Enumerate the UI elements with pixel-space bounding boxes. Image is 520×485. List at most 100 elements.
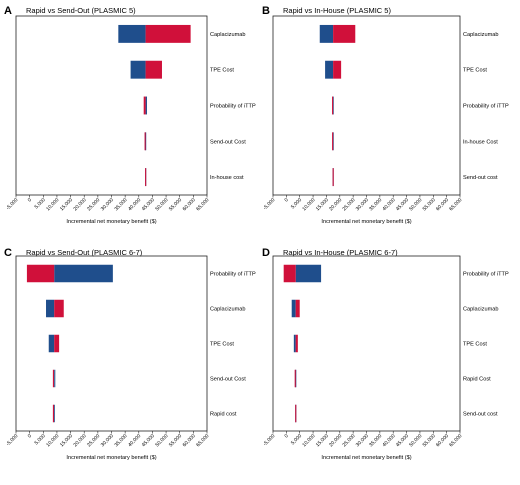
category-label: Send-out Cost xyxy=(210,377,246,383)
panel-d: D Rapid vs In-House (PLASMIC 6-7) -5,000 0 5… xyxy=(262,247,509,461)
x-tick-label: 30,000 xyxy=(355,197,370,212)
x-tick-label: 20,000 xyxy=(328,197,343,212)
bar-low-value xyxy=(54,369,56,388)
bar-high-value xyxy=(54,334,60,353)
x-tick-label: 40,000 xyxy=(382,197,397,212)
bar-low-value xyxy=(293,334,296,353)
bar-low-value xyxy=(53,404,55,423)
category-label: TPE Cost xyxy=(463,342,487,348)
x-tick-label: 0 xyxy=(27,197,33,203)
x-tick-label: 0 xyxy=(284,433,290,439)
x-tick-label: 20,000 xyxy=(328,433,343,448)
panel-title: Rapid vs In-House (PLASMIC 6-7) xyxy=(283,248,398,257)
x-tick-label: 50,000 xyxy=(154,197,169,212)
category-label: Send-out cost xyxy=(463,412,498,418)
x-tick-label: 45,000 xyxy=(141,433,156,448)
x-tick-label: -5,000 xyxy=(5,197,19,211)
x-tick-label: 55,000 xyxy=(168,433,183,448)
x-tick-label: 45,000 xyxy=(141,197,156,212)
x-tick-label: 45,000 xyxy=(395,197,410,212)
x-tick-label: 10,000 xyxy=(301,197,316,212)
x-tick-label: 45,000 xyxy=(395,433,410,448)
x-tick-label: 60,000 xyxy=(435,433,450,448)
category-label: Caplacizumab xyxy=(463,32,498,38)
bar-high-value xyxy=(52,369,54,388)
x-axis-label: Incremental net monetary benefit ($) xyxy=(66,455,156,461)
x-tick-label: 30,000 xyxy=(100,197,115,212)
x-tick-label: 60,000 xyxy=(435,197,450,212)
x-tick-label: 35,000 xyxy=(368,433,383,448)
panel-letter: A xyxy=(4,5,12,17)
x-axis-label: Incremental net monetary benefit ($) xyxy=(66,219,156,225)
x-tick-label: 35,000 xyxy=(113,197,128,212)
category-label: Caplacizumab xyxy=(210,307,245,313)
category-label: Rapid cost xyxy=(210,412,237,418)
bar-high-value xyxy=(295,334,298,353)
x-tick-label: 30,000 xyxy=(100,433,115,448)
x-tick-label: 15,000 xyxy=(59,197,74,212)
x-tick-label: 25,000 xyxy=(341,433,356,448)
bar-low-value xyxy=(46,299,55,318)
x-tick-label: 55,000 xyxy=(168,197,183,212)
category-label: TPE Cost xyxy=(210,342,234,348)
bar-low-value xyxy=(130,60,146,79)
x-tick-label: 50,000 xyxy=(408,433,423,448)
panel-title: Rapid vs In-House (PLASMIC 5) xyxy=(283,6,391,15)
bar-high-value xyxy=(295,404,297,423)
bar-high-value xyxy=(283,264,296,283)
panel-letter: C xyxy=(4,247,12,259)
bar-high-value xyxy=(26,264,55,283)
category-label: Probability of iTTP xyxy=(210,272,256,278)
category-label: TPE Cost xyxy=(463,68,487,74)
panel-b: B Rapid vs In-House (PLASMIC 5)-5,000 0 5,0… xyxy=(262,5,509,225)
bar-low-value xyxy=(118,24,146,43)
x-tick-label: 65,000 xyxy=(195,433,210,448)
bar-high-value xyxy=(332,168,334,187)
panel-c: C Rapid vs Send-Out (PLASMIC 6-7) -5,000 0 5… xyxy=(4,247,256,461)
x-tick-label: 40,000 xyxy=(127,433,142,448)
x-tick-label: 0 xyxy=(27,433,33,439)
bar-low-value xyxy=(54,264,113,283)
x-tick-label: 65,000 xyxy=(448,433,463,448)
bar-high-value xyxy=(52,404,54,423)
x-tick-label: -5,000 xyxy=(262,433,276,447)
x-tick-label: 35,000 xyxy=(113,433,128,448)
panel-title: Rapid vs Send-Out (PLASMIC 5) xyxy=(26,6,136,15)
x-tick-label: 15,000 xyxy=(315,433,330,448)
category-label: Caplacizumab xyxy=(463,307,498,313)
bar-low-value xyxy=(48,334,55,353)
category-label: Send-out Cost xyxy=(210,139,246,145)
bar-high-value xyxy=(145,24,191,43)
bar-high-value xyxy=(54,299,64,318)
x-tick-label: 20,000 xyxy=(73,197,88,212)
x-tick-label: 30,000 xyxy=(355,433,370,448)
category-label: Probability of iTTP xyxy=(463,272,509,278)
x-tick-label: 40,000 xyxy=(382,433,397,448)
x-tick-label: 65,000 xyxy=(448,197,463,212)
x-tick-label: 60,000 xyxy=(182,197,197,212)
x-tick-label: 55,000 xyxy=(422,197,437,212)
x-tick-label: 65,000 xyxy=(195,197,210,212)
category-label: Probability of iTTP xyxy=(210,104,256,110)
x-tick-label: 10,000 xyxy=(301,433,316,448)
x-tick-label: 60,000 xyxy=(182,433,197,448)
bar-low-value xyxy=(145,96,147,115)
category-label: Probability of iTTP xyxy=(463,104,509,110)
x-tick-label: 25,000 xyxy=(341,197,356,212)
bar-low-value xyxy=(319,24,334,43)
x-tick-label: 20,000 xyxy=(73,433,88,448)
bar-high-value xyxy=(145,60,162,79)
x-tick-label: 10,000 xyxy=(45,197,60,212)
plot-frame xyxy=(272,15,461,196)
x-axis-label: Incremental net monetary benefit ($) xyxy=(321,219,411,225)
panel-letter: D xyxy=(262,247,270,259)
bar-high-value xyxy=(143,96,146,115)
category-label: Send-out cost xyxy=(463,175,498,181)
category-label: Rapid Cost xyxy=(463,377,491,383)
bar-high-value xyxy=(295,299,300,318)
panel-a: A Rapid vs Send-Out (PLASMIC 5)-5,000 0 5,0… xyxy=(4,5,256,225)
bar-low-value xyxy=(325,60,334,79)
category-label: In-house cost xyxy=(210,175,244,181)
x-tick-label: 15,000 xyxy=(59,433,74,448)
